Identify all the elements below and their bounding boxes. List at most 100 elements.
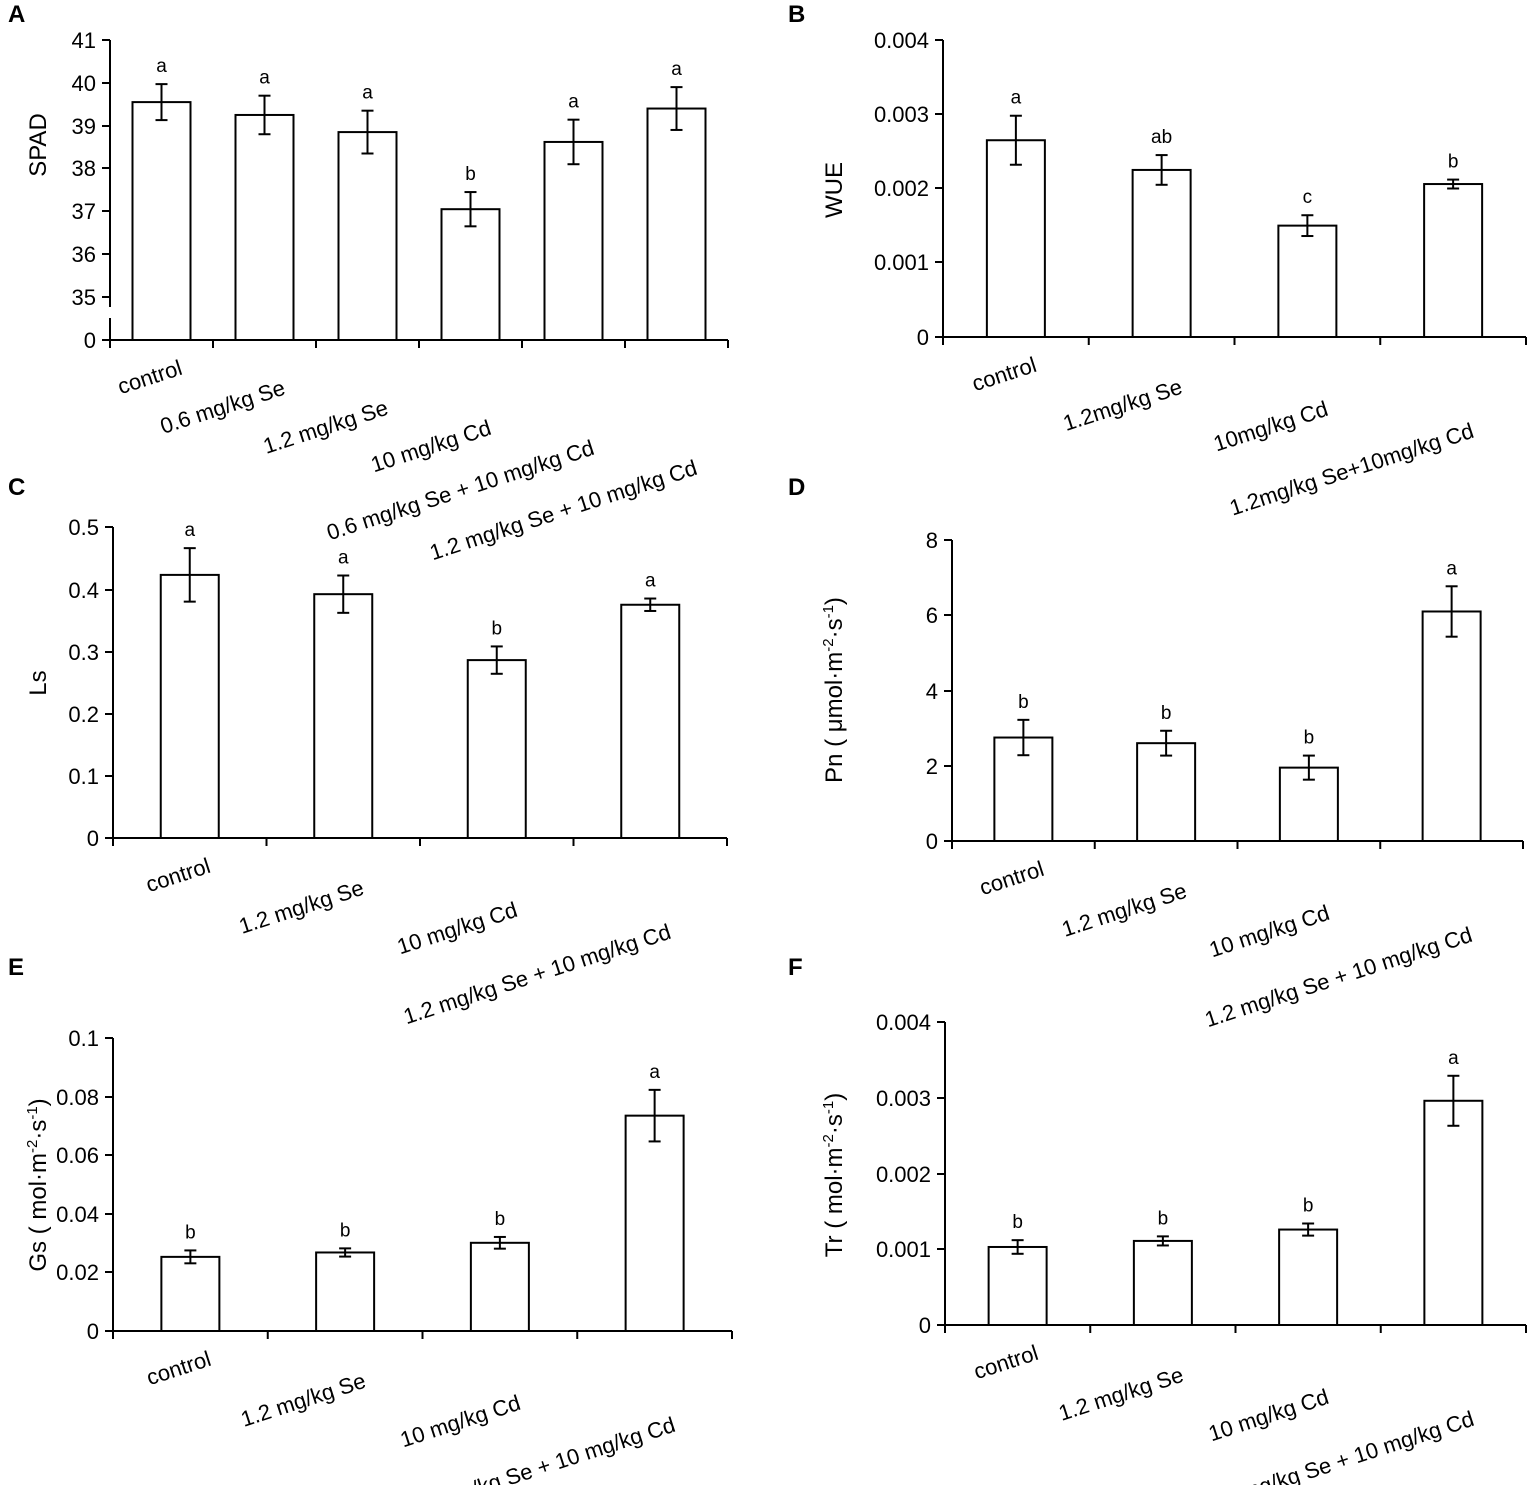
y-tick-label: 0.08 bbox=[56, 1085, 99, 1110]
x-category-label: 10mg/kg Cd bbox=[1210, 396, 1331, 456]
y-tick-label: 6 bbox=[926, 603, 938, 628]
significance-letter: a bbox=[1448, 1048, 1459, 1069]
bar bbox=[1423, 183, 1484, 338]
significance-letter: c bbox=[1303, 187, 1313, 208]
x-category-label: control bbox=[143, 853, 214, 897]
significance-letter: a bbox=[671, 59, 682, 80]
x-category-label: 1.2 mg/kg Se bbox=[238, 1368, 369, 1432]
y-tick-label: 0 bbox=[926, 829, 938, 854]
bar bbox=[1131, 168, 1192, 338]
y-tick-label: 0.1 bbox=[68, 764, 99, 789]
y-tick-label: 0.2 bbox=[68, 702, 99, 727]
bar bbox=[469, 1241, 530, 1333]
x-category-label: 10 mg/kg Cd bbox=[394, 897, 520, 959]
y-tick-label: 0.002 bbox=[874, 176, 929, 201]
bar bbox=[337, 131, 398, 341]
y-axis-label-part: ·s bbox=[821, 1114, 848, 1134]
y-axis-label-superscript: -2 bbox=[820, 638, 837, 651]
y-axis-label-part: ) bbox=[821, 597, 848, 605]
panel-d: D 0 2 4 6 8 b control b 1.2 mg/kg Se b 10 mg/kg Cd a… bbox=[788, 474, 1524, 1032]
y-tick-label: 0.004 bbox=[874, 28, 929, 53]
significance-letter: b bbox=[1018, 692, 1029, 713]
significance-letter: b bbox=[1303, 1195, 1314, 1216]
x-category-label: 10 mg/kg Cd bbox=[1205, 1384, 1331, 1446]
y-tick-label: 0 bbox=[84, 328, 96, 353]
significance-letter: a bbox=[259, 68, 270, 89]
x-category-label: 0.6 mg/kg Se + 10 mg/kg Cd bbox=[324, 435, 597, 545]
significance-letter: b bbox=[185, 1222, 196, 1243]
y-axis-label-superscript: -1 bbox=[24, 1106, 41, 1119]
significance-letter: b bbox=[491, 618, 502, 639]
y-tick-label: 0 bbox=[919, 1313, 931, 1338]
bar bbox=[646, 107, 707, 341]
significance-letter: a bbox=[338, 548, 349, 569]
y-tick-label: 0.001 bbox=[874, 250, 929, 275]
y-tick-label: 8 bbox=[926, 528, 938, 553]
y-tick-label: 0.02 bbox=[56, 1260, 99, 1285]
significance-letter: b bbox=[1012, 1212, 1023, 1233]
significance-letter: b bbox=[465, 164, 476, 185]
y-tick-label: 4 bbox=[926, 679, 938, 704]
bar bbox=[440, 208, 501, 341]
y-axis-label: Tr ( mol·m-2·s-1) bbox=[820, 1093, 848, 1257]
y-tick-label: 37 bbox=[72, 199, 96, 224]
significance-letter: ab bbox=[1151, 127, 1172, 148]
y-tick-label: 0 bbox=[87, 826, 99, 851]
significance-letter: a bbox=[156, 56, 167, 77]
y-tick-label: 0.003 bbox=[874, 102, 929, 127]
x-category-label: 1.2mg/kg Se bbox=[1060, 374, 1185, 436]
y-tick-label: 0 bbox=[917, 325, 929, 350]
bar bbox=[234, 113, 295, 342]
y-axis-label-part: Pn ( μmol·m bbox=[821, 652, 848, 783]
significance-letter: a bbox=[1446, 558, 1457, 579]
y-axis-label-superscript: -1 bbox=[820, 605, 837, 618]
y-tick-label: 36 bbox=[72, 242, 96, 267]
bar bbox=[1132, 1239, 1193, 1326]
bar bbox=[1278, 1228, 1339, 1327]
bar bbox=[160, 1255, 221, 1332]
y-axis-label-part: Tr ( mol·m bbox=[821, 1147, 848, 1257]
bar bbox=[1423, 1099, 1484, 1327]
panel-c: C 0 0.1 0.2 0.3 0.4 0.5 a control a 1.2 mg/kg Se b 1… bbox=[8, 474, 728, 1029]
bar bbox=[1421, 610, 1482, 842]
x-category-label: control bbox=[971, 1340, 1042, 1384]
x-category-label: 10 mg/kg Cd bbox=[1206, 900, 1332, 962]
panel-label: B bbox=[788, 1, 805, 28]
y-axis-label: Pn ( μmol·m-2·s-1) bbox=[820, 597, 848, 783]
bar bbox=[315, 1251, 376, 1332]
x-category-label: control bbox=[976, 856, 1047, 900]
bar bbox=[159, 573, 220, 839]
y-axis-label-superscript: -2 bbox=[820, 1134, 837, 1147]
bar bbox=[1277, 224, 1338, 338]
x-category-label: 0.6 mg/kg Se bbox=[157, 375, 288, 439]
y-tick-label: 41 bbox=[72, 28, 96, 53]
significance-letter: a bbox=[184, 520, 195, 541]
panel-label: C bbox=[8, 474, 25, 501]
y-axis-label-part: ·s bbox=[821, 618, 848, 638]
significance-letter: a bbox=[568, 92, 579, 113]
bar bbox=[131, 101, 192, 341]
bar bbox=[624, 1114, 685, 1333]
panel-f: F 0 0.001 0.002 0.003 0.004 b control b 1.2 mg/kg… bbox=[788, 954, 1527, 1485]
y-tick-label: 0.004 bbox=[876, 1010, 931, 1035]
bar bbox=[620, 603, 681, 839]
x-category-label: 1.2 mg/kg Se bbox=[1055, 1362, 1186, 1426]
y-axis-label-part: ) bbox=[821, 1093, 848, 1101]
y-tick-label: 35 bbox=[72, 285, 96, 310]
y-tick-label: 0 bbox=[87, 1319, 99, 1344]
bar bbox=[987, 1245, 1048, 1327]
x-category-label: 1.2 mg/kg Se bbox=[1059, 878, 1190, 942]
y-tick-label: 0.003 bbox=[876, 1086, 931, 1111]
panel-label: E bbox=[8, 954, 24, 981]
panel-a: A 0 35 36 37 38 39 40 41 a control a 0.6 mg/kg Se a 1.… bbox=[8, 1, 729, 565]
panel-b: B 0 0.001 0.002 0.003 0.004 a control ab 1.2mg/kg… bbox=[788, 1, 1527, 521]
y-tick-label: 38 bbox=[72, 156, 96, 181]
y-tick-label: 0.04 bbox=[56, 1202, 99, 1227]
panel-label: F bbox=[788, 954, 803, 981]
y-axis-label-superscript: -2 bbox=[24, 1140, 41, 1153]
significance-letter: b bbox=[1158, 1208, 1169, 1229]
panel-e: E 0 0.02 0.04 0.06 0.08 0.1 b control b 1.2 mg/kg … bbox=[8, 954, 733, 1485]
x-category-label: 1.2 mg/kg Se + 10 mg/kg Cd bbox=[427, 455, 700, 565]
y-axis-label: SPAD bbox=[25, 113, 52, 177]
